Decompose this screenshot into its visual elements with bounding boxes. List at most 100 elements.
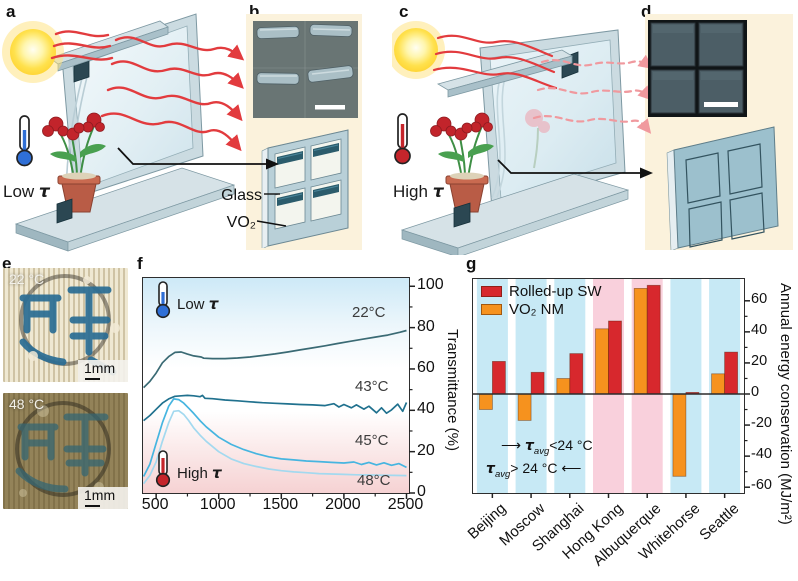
note-tau-above-24: τavg> 24 °C ⟵ bbox=[486, 460, 582, 480]
x-tick-label: 1500 bbox=[262, 496, 299, 513]
y-tick-label: 0 bbox=[417, 483, 426, 500]
panel-letter-g: g bbox=[466, 254, 477, 273]
glass-label: Glass bbox=[221, 187, 262, 204]
cold-thermometer-icon bbox=[155, 281, 171, 319]
curve-label-43c: 43°C bbox=[355, 378, 389, 395]
sem-scale-bar bbox=[315, 105, 345, 110]
energy-bars bbox=[473, 279, 750, 498]
bar-vo-nm-beijing bbox=[479, 393, 493, 410]
transmittance-axis-label: Transmittance (%) bbox=[444, 329, 461, 451]
photo-opaque-48c: 48 °C 1mm bbox=[3, 393, 128, 509]
flat-film-window-schematic bbox=[666, 126, 779, 250]
legend-vo2-nm: VO₂ NM bbox=[481, 300, 564, 318]
bar-rolled-up-sw-albuquerque bbox=[646, 284, 661, 395]
curve-label-45c: 45°C bbox=[355, 432, 389, 449]
hot-window-schematic bbox=[392, 21, 654, 255]
y-tick-label: 40 bbox=[751, 321, 768, 338]
y-tick-label: 60 bbox=[751, 290, 768, 307]
scale-box: 1mm bbox=[78, 487, 128, 509]
low-tau-label: Low τ bbox=[3, 182, 50, 202]
panel-letter-d: d bbox=[641, 2, 652, 21]
photo-temp-label: 22 °C bbox=[9, 271, 45, 287]
scale-text: 1mm bbox=[84, 487, 116, 503]
bar-vo-nm-seattle bbox=[711, 373, 726, 395]
bar-vo-nm-whitehorse bbox=[672, 393, 687, 477]
curve-label-48c: 48°C bbox=[357, 472, 391, 489]
y-tick-label: 100 bbox=[417, 276, 444, 294]
curve-label-22c: 22°C bbox=[352, 304, 386, 321]
scale-box: 1mm bbox=[78, 360, 128, 382]
y-tick-label: 80 bbox=[417, 317, 435, 335]
spectrum-curve bbox=[143, 394, 408, 422]
y-tick-label: 40 bbox=[417, 400, 435, 418]
y-tick-label: 0 bbox=[751, 384, 760, 400]
legend-rolled-up-sw: Rolled-up SW bbox=[481, 282, 602, 300]
photo-transparent-22c: 22 °C 1mm bbox=[3, 268, 128, 382]
flower-pot bbox=[42, 112, 106, 213]
bar-rolled-up-sw-shanghai bbox=[569, 353, 584, 395]
y-tick-label: -20 bbox=[751, 415, 772, 432]
photo-temp-label: 48 °C bbox=[9, 396, 45, 412]
scale-bar bbox=[85, 377, 100, 380]
scale-bar bbox=[85, 504, 100, 507]
frame-clamps bbox=[56, 60, 90, 224]
bar-vo-nm-hong-kong bbox=[595, 328, 609, 395]
sun-icon bbox=[2, 21, 64, 83]
bar-vo-nm-moscow bbox=[517, 393, 532, 421]
window-base bbox=[400, 173, 630, 255]
top-beam bbox=[49, 20, 169, 72]
high-tau-label: High τ bbox=[393, 182, 444, 202]
solar-radiation-arrows bbox=[50, 30, 245, 152]
sem-image-flat-film bbox=[648, 20, 747, 117]
legend-label: Rolled-up SW bbox=[509, 282, 602, 300]
legend-swatch-red bbox=[481, 285, 502, 297]
solar-radiation-arrows bbox=[432, 34, 558, 90]
spectrum-curve bbox=[143, 329, 407, 389]
panel-letter-b: b bbox=[249, 2, 260, 21]
flower-pot bbox=[430, 112, 494, 213]
category-label: Seattle bbox=[695, 500, 743, 544]
scale-text: 1mm bbox=[84, 360, 116, 376]
bar-rolled-up-sw-seattle bbox=[724, 351, 739, 395]
film-square-outlines bbox=[685, 143, 765, 248]
y-tick-label: -40 bbox=[751, 446, 772, 463]
y-tick-label: 20 bbox=[751, 352, 768, 369]
transmittance-curves bbox=[142, 285, 415, 499]
energy-axis-label: Annual energy conservation (MJ/m²) bbox=[777, 283, 794, 525]
x-tick-label: 2500 bbox=[387, 496, 424, 513]
cold-thermometer-icon bbox=[16, 115, 33, 167]
rolled-up-window-schematic bbox=[261, 129, 349, 248]
y-tick-label: 60 bbox=[417, 358, 435, 376]
note-tau-below-24: ⟶ τavg<24 °C bbox=[501, 437, 593, 457]
window-base bbox=[14, 167, 236, 252]
sem-scale-bar bbox=[704, 102, 738, 107]
panel-letter-e: e bbox=[2, 254, 12, 273]
y-tick-label: -60 bbox=[751, 477, 772, 494]
x-tick-label: 1000 bbox=[199, 496, 236, 513]
energy-conservation-plot bbox=[472, 278, 750, 498]
hot-thermometer-icon bbox=[394, 113, 411, 165]
legend-swatch-orange bbox=[481, 303, 502, 315]
panel-letter-a: a bbox=[6, 2, 16, 21]
sem-image-rolled-up bbox=[253, 21, 358, 118]
bar-vo-nm-albuquerque bbox=[633, 287, 648, 395]
x-tick-label: 2000 bbox=[325, 496, 361, 513]
bar-vo-nm-shanghai bbox=[556, 378, 571, 395]
bar-rolled-up-sw-beijing bbox=[491, 361, 506, 395]
attenuated-radiation-arrows bbox=[532, 54, 654, 134]
hot-thermometer-icon bbox=[155, 450, 171, 488]
bar-rolled-up-sw-hong-kong bbox=[608, 320, 622, 395]
legend-label: VO₂ NM bbox=[509, 300, 564, 318]
transmittance-plot bbox=[142, 277, 415, 499]
y-tick-label: 20 bbox=[417, 441, 435, 459]
low-tau-annotation: Low τ bbox=[177, 295, 219, 313]
sun-icon bbox=[392, 21, 445, 79]
photo-pattern bbox=[15, 401, 111, 497]
panel-letter-c: c bbox=[399, 2, 409, 21]
bar-rolled-up-sw-moscow bbox=[530, 371, 545, 395]
high-tau-annotation: High τ bbox=[177, 464, 222, 482]
spectrum-curve bbox=[142, 409, 407, 485]
spectrum-curve bbox=[142, 398, 407, 477]
vo2-label: VO₂ bbox=[226, 214, 256, 231]
